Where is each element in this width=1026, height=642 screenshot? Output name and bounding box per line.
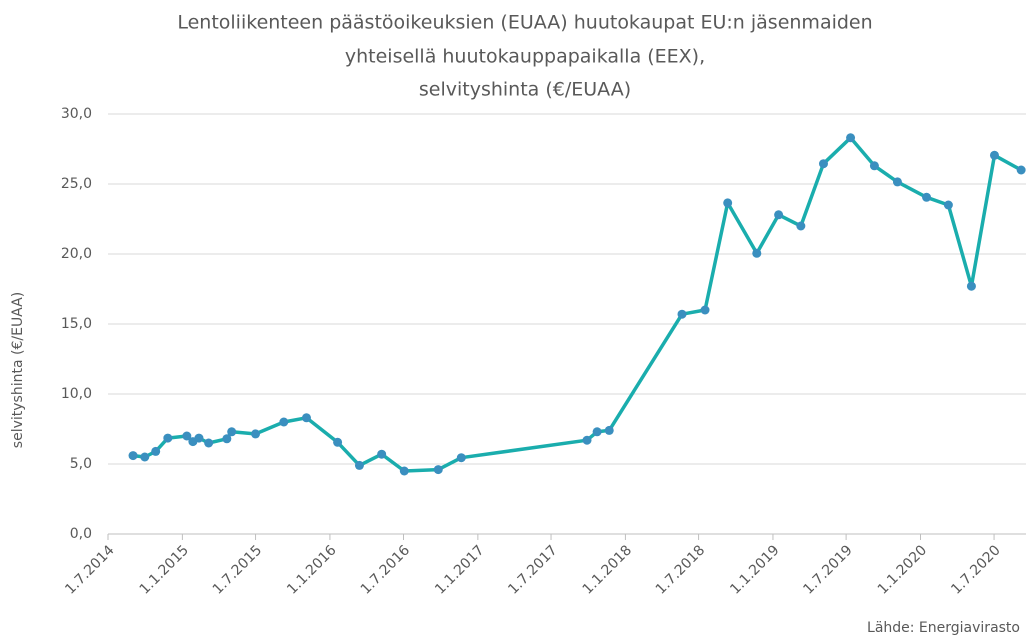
marker [456, 453, 466, 463]
y-tick-label: 30,0 [61, 106, 92, 122]
marker [604, 425, 614, 435]
marker [922, 192, 932, 202]
marker [151, 446, 161, 456]
marker [128, 451, 138, 461]
x-tick-label: 1.7.2019 [800, 542, 855, 597]
y-tick-label: 0,0 [70, 526, 92, 542]
x-tick-label: 1.1.2017 [432, 542, 487, 597]
marker [354, 460, 364, 470]
x-tick-label: 1.1.2018 [580, 542, 635, 597]
y-axis-label: selvityshinta (€/EUAA) [10, 292, 26, 448]
marker [279, 417, 289, 427]
marker [163, 433, 173, 443]
marker [592, 427, 602, 437]
marker [869, 161, 879, 171]
y-tick-label: 25,0 [61, 176, 92, 192]
x-tick-label: 1.7.2020 [948, 542, 1003, 597]
marker [182, 431, 192, 441]
marker [399, 466, 409, 476]
x-tick-label: 1.7.2014 [62, 542, 117, 597]
marker [333, 437, 343, 447]
marker [227, 427, 237, 437]
marker [892, 177, 902, 187]
marker [204, 438, 214, 448]
y-tick-label: 20,0 [61, 246, 92, 262]
marker [140, 452, 150, 462]
marker [846, 133, 856, 143]
marker [989, 150, 999, 160]
marker [943, 200, 953, 210]
marker [752, 248, 762, 258]
marker [301, 413, 311, 423]
x-tick-label: 1.1.2015 [137, 542, 192, 597]
marker [677, 309, 687, 319]
marker [700, 305, 710, 315]
line [132, 136, 1022, 473]
x-tick-label: 1.7.2017 [505, 542, 560, 597]
y-tick-label: 10,0 [61, 386, 92, 402]
source: Lähde: Energiavirasto [867, 620, 1020, 636]
y-tick-label: 5,0 [70, 456, 92, 472]
chart-title: selvityshinta (€/EUAA) [419, 79, 631, 101]
marker [818, 159, 828, 169]
x-tick-label: 1.7.2018 [653, 542, 708, 597]
marker [966, 281, 976, 291]
chart-title: yhteisellä huutokauppapaikalla (EEX), [345, 46, 705, 68]
x-tick-label: 1.1.2019 [727, 542, 782, 597]
marker [774, 210, 784, 220]
marker [582, 435, 592, 445]
x-tick-label: 1.1.2016 [284, 542, 339, 597]
plot-area [128, 133, 1026, 476]
marker [222, 434, 232, 444]
x-tick-label: 1.7.2016 [358, 542, 413, 597]
marker [377, 449, 387, 459]
x-tick-label: 1.7.2015 [210, 542, 265, 597]
marker [796, 221, 806, 231]
marker [194, 433, 204, 443]
marker [1016, 165, 1026, 175]
chart-title: Lentoliikenteen päästöoikeuksien (EUAA) … [177, 12, 872, 34]
marker [433, 465, 443, 475]
marker [723, 198, 733, 208]
y-tick-label: 15,0 [61, 316, 92, 332]
marker [251, 429, 261, 439]
x-tick-label: 1.1.2020 [875, 542, 930, 597]
